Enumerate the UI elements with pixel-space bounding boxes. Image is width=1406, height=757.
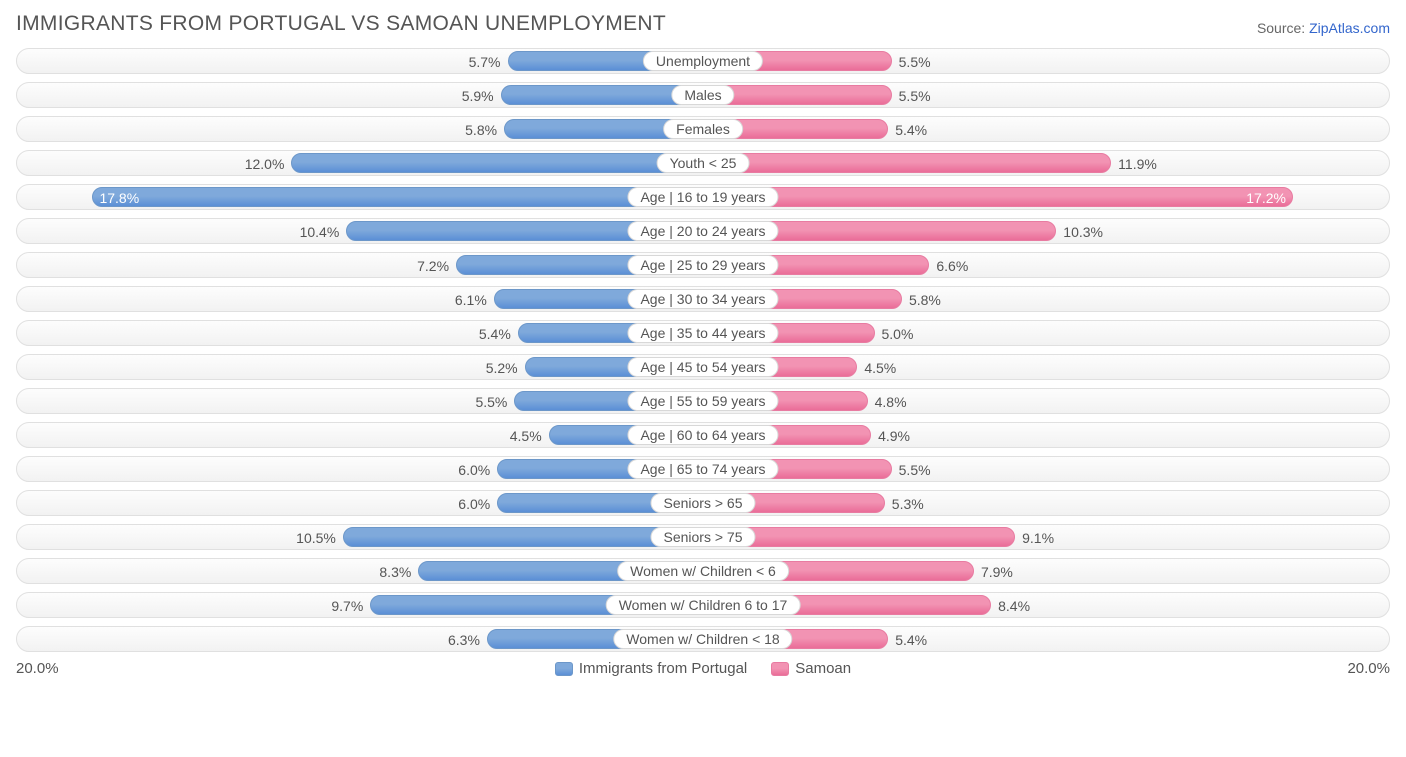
- chart-row: 8.3% 7.9% Women w/ Children < 6: [16, 558, 1390, 584]
- row-label: Age | 35 to 44 years: [627, 323, 778, 343]
- bar-left-value: 12.0%: [245, 154, 293, 174]
- bar-left-value: 6.0%: [458, 494, 498, 514]
- chart-row: 6.0% 5.3% Seniors > 65: [16, 490, 1390, 516]
- bar-left-value: 5.4%: [479, 324, 519, 344]
- bar-left-value: 5.9%: [462, 86, 502, 106]
- bar-right-value: 10.3%: [1055, 222, 1103, 242]
- bar-right: 17.2%: [703, 187, 1293, 207]
- chart-row: 12.0%11.9%Youth < 25: [16, 150, 1390, 176]
- chart-row: 5.4% 5.0% Age | 35 to 44 years: [16, 320, 1390, 346]
- bar-left-value: 5.2%: [486, 358, 526, 378]
- legend-item-right: Samoan: [771, 660, 851, 677]
- row-label: Youth < 25: [657, 153, 750, 173]
- legend: Immigrants from Portugal Samoan: [555, 660, 851, 677]
- chart-row: 7.2% 6.6% Age | 25 to 29 years: [16, 252, 1390, 278]
- bar-left: 12.0%: [291, 153, 703, 173]
- bar-left-value: 9.7%: [331, 596, 371, 616]
- row-label: Women w/ Children < 18: [613, 629, 792, 649]
- legend-swatch-right: [771, 662, 789, 676]
- bar-left-value: 5.7%: [469, 52, 509, 72]
- bar-left-value: 6.0%: [458, 460, 498, 480]
- chart-row: 5.5% 4.8% Age | 55 to 59 years: [16, 388, 1390, 414]
- bar-left-value: 4.5%: [510, 426, 550, 446]
- bar-right-value: 8.4%: [990, 596, 1030, 616]
- axis-right-max: 20.0%: [1347, 660, 1390, 677]
- chart-row: 10.4% 10.3% Age | 20 to 24 years: [16, 218, 1390, 244]
- legend-item-left: Immigrants from Portugal: [555, 660, 747, 677]
- chart-row: 5.8% 5.4% Females: [16, 116, 1390, 142]
- bar-right-value: 4.5%: [856, 358, 896, 378]
- bar-right-value: 6.6%: [928, 256, 968, 276]
- chart-row: 10.5% 9.1% Seniors > 75: [16, 524, 1390, 550]
- bar-right-value: 11.9%: [1110, 154, 1157, 174]
- chart-footer: 20.0% Immigrants from Portugal Samoan 20…: [16, 660, 1390, 677]
- row-label: Age | 45 to 54 years: [627, 357, 778, 377]
- row-label: Age | 55 to 59 years: [627, 391, 778, 411]
- legend-label-right: Samoan: [795, 660, 851, 677]
- bar-right-value: 5.4%: [887, 120, 927, 140]
- bar-right: 11.9%: [703, 153, 1111, 173]
- bar-right-value: 7.9%: [973, 562, 1013, 582]
- bar-left-value: 5.5%: [475, 392, 515, 412]
- chart-title: IMMIGRANTS FROM PORTUGAL VS SAMOAN UNEMP…: [16, 12, 666, 36]
- chart-source: Source: ZipAtlas.com: [1257, 20, 1390, 36]
- legend-label-left: Immigrants from Portugal: [579, 660, 747, 677]
- row-label: Women w/ Children < 6: [617, 561, 789, 581]
- row-label: Females: [663, 119, 743, 139]
- bar-right-value: 5.4%: [887, 630, 927, 650]
- row-label: Age | 20 to 24 years: [627, 221, 778, 241]
- chart-row: 6.3% 5.4% Women w/ Children < 18: [16, 626, 1390, 652]
- bar-right-value: 17.2%: [1246, 188, 1286, 208]
- row-label: Seniors > 65: [651, 493, 756, 513]
- legend-swatch-left: [555, 662, 573, 676]
- bar-left-value: 5.8%: [465, 120, 505, 140]
- row-label: Age | 25 to 29 years: [627, 255, 778, 275]
- chart-row: 17.8% 17.2% Age | 16 to 19 years: [16, 184, 1390, 210]
- bar-right-value: 4.9%: [870, 426, 910, 446]
- source-label: Source:: [1257, 20, 1305, 36]
- diverging-bar-chart: 5.7% 5.5% Unemployment 5.9% 5.5% Males 5.8% 5.4…: [16, 48, 1390, 652]
- chart-row: 5.9% 5.5% Males: [16, 82, 1390, 108]
- bar-right-value: 9.1%: [1014, 528, 1054, 548]
- bar-left-value: 17.8%: [99, 188, 139, 208]
- bar-left: 10.5%: [343, 527, 703, 547]
- row-label: Seniors > 75: [651, 527, 756, 547]
- bar-left-value: 6.3%: [448, 630, 488, 650]
- bar-left: 17.8%: [92, 187, 703, 207]
- chart-row: 5.2% 4.5% Age | 45 to 54 years: [16, 354, 1390, 380]
- chart-row: 6.0% 5.5% Age | 65 to 74 years: [16, 456, 1390, 482]
- bar-right-value: 5.8%: [901, 290, 941, 310]
- bar-left-value: 10.5%: [296, 528, 344, 548]
- row-label: Women w/ Children 6 to 17: [606, 595, 801, 615]
- row-label: Age | 60 to 64 years: [627, 425, 778, 445]
- bar-left-value: 7.2%: [417, 256, 457, 276]
- bar-left-value: 6.1%: [455, 290, 495, 310]
- chart-row: 6.1% 5.8% Age | 30 to 34 years: [16, 286, 1390, 312]
- bar-left-value: 10.4%: [300, 222, 348, 242]
- chart-row: 4.5% 4.9% Age | 60 to 64 years: [16, 422, 1390, 448]
- chart-row: 9.7% 8.4% Women w/ Children 6 to 17: [16, 592, 1390, 618]
- bar-right-value: 5.5%: [891, 460, 931, 480]
- bar-left-value: 8.3%: [379, 562, 419, 582]
- row-label: Males: [671, 85, 734, 105]
- source-link[interactable]: ZipAtlas.com: [1309, 20, 1390, 36]
- bar-right-value: 4.8%: [867, 392, 907, 412]
- axis-left-max: 20.0%: [16, 660, 59, 677]
- bar-right-value: 5.3%: [884, 494, 924, 514]
- row-label: Age | 16 to 19 years: [627, 187, 778, 207]
- chart-row: 5.7% 5.5% Unemployment: [16, 48, 1390, 74]
- row-label: Age | 65 to 74 years: [627, 459, 778, 479]
- bar-right-value: 5.5%: [891, 52, 931, 72]
- row-label: Unemployment: [643, 51, 763, 71]
- bar-right-value: 5.0%: [874, 324, 914, 344]
- row-label: Age | 30 to 34 years: [627, 289, 778, 309]
- chart-header: IMMIGRANTS FROM PORTUGAL VS SAMOAN UNEMP…: [16, 12, 1390, 36]
- bar-right-value: 5.5%: [891, 86, 931, 106]
